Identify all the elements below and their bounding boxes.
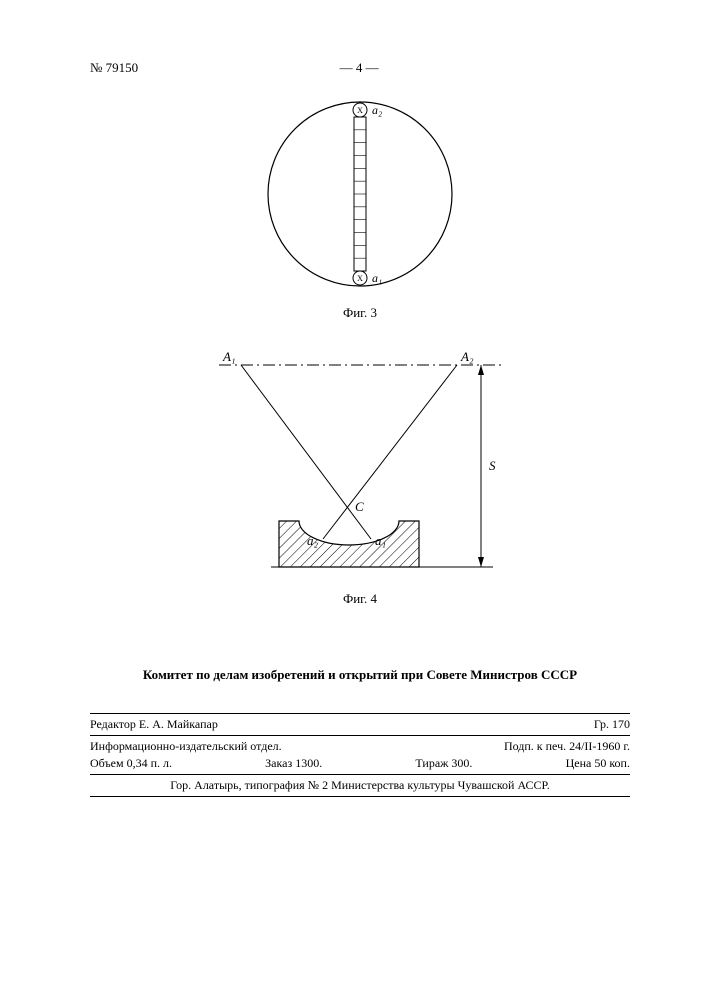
figure-4: A₁ A₂ Ca₂ a₁ S Фиг. 4 [90,345,630,607]
svg-text:a₁: a₁ [375,533,386,548]
imprint-rule-3 [90,774,630,775]
imprint-group: Гр. 170 [594,717,630,732]
svg-text:A₂: A₂ [460,349,474,364]
imprint-rule-4 [90,796,630,797]
svg-text:C: C [355,499,364,514]
imprint-block: Редактор Е. А. Майкапар Гр. 170 Информац… [90,713,630,797]
imprint-bottom: Гор. Алатырь, типография № 2 Министерств… [90,777,630,794]
imprint-rule-2 [90,735,630,736]
committee-line: Комитет по делам изобретений и открытий … [90,667,630,683]
doc-number: № 79150 [90,60,138,76]
imprint-editor: Редактор Е. А. Майкапар [90,717,218,732]
imprint-dept: Информационно-издательский отдел. [90,739,282,754]
imprint-row-2: Информационно-издательский отдел. Подп. … [90,738,630,755]
figure-3: X Xa₂ a₁ Фиг. 3 [90,94,630,321]
svg-text:X: X [357,106,363,115]
fig4-svg: A₁ A₂ Ca₂ a₁ S [205,345,515,585]
page-marker: — 4 — [340,60,379,76]
imprint-rule-1 [90,713,630,714]
imprint-row-3: Объем 0,34 п. л. Заказ 1300. Тираж 300. … [90,755,630,772]
imprint-pubdate: Подп. к печ. 24/II-1960 г. [504,739,630,754]
imprint-tirage: Тираж 300. [415,756,472,771]
fig4-caption: Фиг. 4 [90,591,630,607]
fig3-caption: Фиг. 3 [90,305,630,321]
svg-text:a₂: a₂ [307,533,319,548]
imprint-volume: Объем 0,34 п. л. [90,756,172,771]
imprint-price: Цена 50 коп. [566,756,630,771]
svg-text:X: X [357,274,363,283]
fig3-svg: X Xa₂ a₁ [250,94,470,299]
svg-text:S: S [489,458,496,473]
imprint-order: Заказ 1300. [265,756,322,771]
svg-text:A₁: A₁ [222,349,235,364]
imprint-editor-row: Редактор Е. А. Майкапар Гр. 170 [90,716,630,733]
svg-text:a₂: a₂ [372,103,382,117]
page-header: № 79150 — 4 — [90,60,630,76]
svg-text:a₁: a₁ [372,271,382,285]
